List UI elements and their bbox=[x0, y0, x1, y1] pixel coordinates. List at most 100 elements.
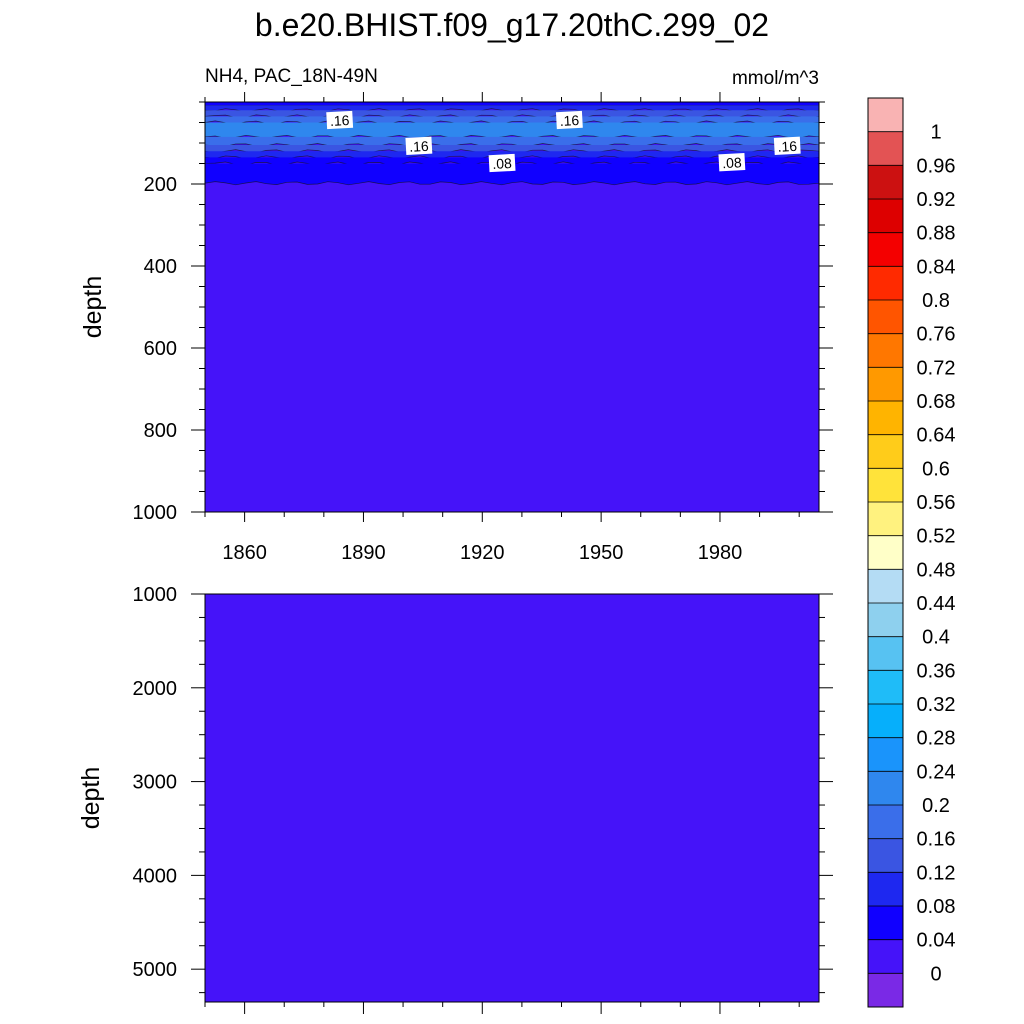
contour-label-box bbox=[405, 136, 433, 155]
y-tick-label: 2000 bbox=[133, 678, 178, 700]
colorbar-box bbox=[868, 502, 903, 536]
colorbar-label: 0.12 bbox=[917, 862, 956, 884]
contour-line-9 bbox=[205, 181, 819, 186]
y-tick-label: 600 bbox=[144, 338, 177, 360]
lower-plot-background bbox=[205, 594, 819, 1002]
colorbar: 1 0.96 0.92 0.88 0.84 0.8 0.76 0.72 0.68 0.64 0.6 0… bbox=[867, 97, 956, 1008]
x-tick-label: 1920 bbox=[460, 542, 505, 564]
contour-label-box bbox=[326, 110, 354, 130]
x-tick-label: 1950 bbox=[579, 542, 624, 564]
colorbar-label: 0.84 bbox=[917, 256, 956, 278]
depth-layer-3 bbox=[205, 116, 819, 125]
colorbar-box bbox=[868, 165, 903, 200]
colorbar-label: 0.16 bbox=[917, 829, 956, 851]
colorbar-label: 0.76 bbox=[917, 324, 956, 346]
upper-axis-ticks: 1860 1890 1920 1950 1980 200 400 600 800 1000 bbox=[133, 92, 833, 564]
colorbar-box bbox=[868, 367, 903, 402]
colorbar-box bbox=[868, 704, 903, 738]
x-tick-label: 1890 bbox=[341, 542, 386, 564]
contour-label-3: .08 bbox=[488, 153, 516, 173]
chart-subtitle-left: NH4, PAC_18N-49N bbox=[205, 66, 378, 87]
depth-layer-9 bbox=[205, 163, 819, 185]
colorbar-label: 0.8 bbox=[922, 290, 950, 312]
colorbar-label: 0.72 bbox=[917, 357, 956, 379]
colorbar-box bbox=[868, 737, 903, 772]
colorbar-label: 0.96 bbox=[917, 155, 956, 177]
y-tick-label: 3000 bbox=[133, 772, 178, 794]
colorbar-box bbox=[868, 872, 903, 907]
colorbar-box bbox=[868, 266, 903, 301]
chart-title: b.e20.BHIST.f09_g17.20thC.299_02 bbox=[255, 7, 769, 43]
upper-depth-layers bbox=[205, 102, 819, 186]
lower-y-axis-label: depth bbox=[77, 767, 105, 830]
colorbar-label: 0.6 bbox=[922, 458, 950, 480]
colorbar-box bbox=[868, 434, 903, 469]
colorbar-frame bbox=[867, 97, 904, 1008]
contour-label-box bbox=[718, 153, 746, 172]
depth-layer-2 bbox=[205, 110, 819, 118]
contour-label-5: .16 bbox=[773, 136, 801, 155]
colorbar-box bbox=[868, 569, 903, 604]
colorbar-label: 0.08 bbox=[917, 896, 956, 918]
upper-panel: .16 .16 .16 .08 .08 .16 1860 1890 1920 1950 1980 2… bbox=[79, 92, 833, 564]
colorbar-label: 0.68 bbox=[917, 391, 956, 413]
contour-label-4: .08 bbox=[718, 153, 746, 172]
y-tick-label: 400 bbox=[144, 256, 177, 278]
colorbar-box bbox=[868, 939, 903, 974]
contour-label-box bbox=[488, 153, 516, 173]
colorbar-box bbox=[868, 300, 903, 334]
colorbar-label: 0.28 bbox=[917, 728, 956, 750]
contour-label-text: .16 bbox=[777, 138, 797, 155]
contour-label-2: .16 bbox=[405, 136, 433, 155]
upper-contour-labels: .16 .16 .16 .08 .08 .16 bbox=[326, 110, 801, 173]
chart-subtitle-right: mmol/m^3 bbox=[732, 68, 819, 89]
depth-layer-4 bbox=[205, 122, 819, 139]
depth-layer-5 bbox=[205, 136, 819, 147]
colorbar-box bbox=[868, 98, 903, 132]
lower-plot-frame bbox=[204, 593, 820, 1003]
colorbar-box bbox=[868, 131, 903, 166]
contour-label-text: .16 bbox=[559, 112, 579, 129]
colorbar-label: 1 bbox=[930, 122, 941, 144]
colorbar-box bbox=[868, 468, 903, 503]
lower-axis-ticks: 1000 2000 3000 4000 5000 bbox=[133, 584, 833, 1014]
contour-label-text: .08 bbox=[722, 154, 742, 171]
colorbar-label: 0.36 bbox=[917, 660, 956, 682]
colorbar-label: 0.04 bbox=[917, 930, 956, 952]
colorbar-box bbox=[868, 670, 903, 705]
depth-layer-1 bbox=[205, 105, 819, 112]
colorbar-label: 0.44 bbox=[917, 593, 956, 615]
contour-label-0: .16 bbox=[326, 110, 354, 130]
colorbar-box bbox=[868, 838, 903, 873]
lower-panel: 1000 2000 3000 4000 5000 depth bbox=[77, 584, 833, 1014]
colorbar-box bbox=[868, 232, 903, 267]
colorbar-box bbox=[868, 603, 903, 637]
colorbar-label: 0.24 bbox=[917, 761, 956, 783]
colorbar-label: 0.48 bbox=[917, 559, 956, 581]
y-tick-label: 1000 bbox=[133, 584, 178, 606]
depth-layer-6 bbox=[205, 145, 819, 153]
x-tick-label: 1980 bbox=[698, 542, 743, 564]
contour-label-text: .08 bbox=[492, 155, 512, 172]
colorbar-label: 0.64 bbox=[917, 425, 956, 447]
contour-label-box bbox=[773, 136, 801, 155]
y-tick-label: 1000 bbox=[133, 502, 178, 524]
contour-label-text: .16 bbox=[330, 112, 350, 129]
colorbar-box bbox=[868, 401, 903, 435]
colorbar-label: 0.4 bbox=[922, 627, 950, 649]
colorbar-label: 0.52 bbox=[917, 526, 956, 548]
colorbar-label: 0 bbox=[930, 963, 941, 985]
colorbar-box bbox=[868, 199, 903, 233]
y-tick-label: 5000 bbox=[133, 959, 178, 981]
y-tick-label: 800 bbox=[144, 420, 177, 442]
colorbar-box bbox=[868, 636, 903, 671]
colorbar-label: 0.88 bbox=[917, 223, 956, 245]
colorbar-label: 0.32 bbox=[917, 694, 956, 716]
colorbar-box bbox=[868, 805, 903, 839]
colorbar-label: 0.56 bbox=[917, 492, 956, 514]
contour-label-box bbox=[555, 110, 583, 130]
colorbar-label: 0.92 bbox=[917, 189, 956, 211]
y-tick-label: 4000 bbox=[133, 865, 178, 887]
upper-y-axis-label: depth bbox=[79, 276, 107, 339]
colorbar-box bbox=[868, 771, 903, 806]
